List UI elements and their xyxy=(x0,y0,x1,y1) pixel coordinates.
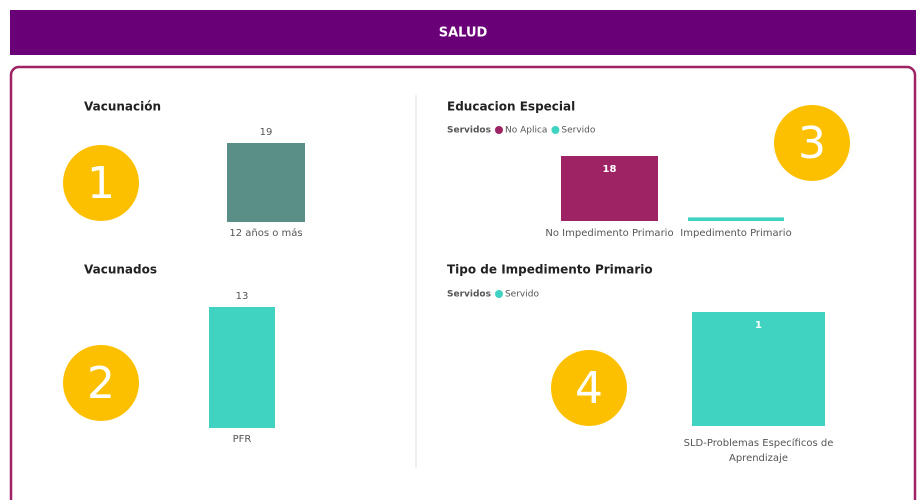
panel-title: Vacunados xyxy=(84,263,157,277)
badge xyxy=(774,105,850,181)
data-label: 13 xyxy=(236,291,249,302)
bar xyxy=(688,217,784,221)
badge xyxy=(551,350,627,426)
badge xyxy=(63,345,139,421)
legend-title: Servidos xyxy=(447,126,491,136)
bar xyxy=(561,156,658,221)
badge-number: 1 xyxy=(87,158,115,209)
legend-label: No Aplica xyxy=(505,126,547,136)
panel-title: Vacunación xyxy=(84,100,161,114)
category-label: 12 años o más xyxy=(229,228,303,239)
legend-swatch xyxy=(551,126,560,134)
data-label: 1 xyxy=(755,320,762,331)
badge-number: 3 xyxy=(798,118,826,169)
bar xyxy=(209,307,275,428)
bar xyxy=(227,143,305,222)
header-title: SALUD xyxy=(439,26,488,41)
legend-title: Servidos xyxy=(447,290,491,300)
category-label: SLD-Problemas Específicos de Aprendizaje xyxy=(683,438,834,464)
badge-number: 2 xyxy=(87,358,115,409)
data-label: 18 xyxy=(603,164,617,175)
badge xyxy=(63,145,139,221)
category-label: PFR xyxy=(232,434,252,445)
bar xyxy=(692,312,825,426)
category-label: Impedimento Primario xyxy=(680,228,792,239)
legend-swatch xyxy=(494,290,503,298)
category-label: No Impedimento Primario xyxy=(545,228,674,239)
panel-title: Tipo de Impedimento Primario xyxy=(447,263,653,277)
legend-swatch xyxy=(494,126,503,134)
panel-title: Educacion Especial xyxy=(447,100,575,114)
badge-number: 4 xyxy=(575,363,603,414)
header-bar xyxy=(10,10,916,55)
data-label: 19 xyxy=(260,127,273,138)
legend-label: Servido xyxy=(505,290,539,300)
legend-label: Servido xyxy=(561,126,595,136)
